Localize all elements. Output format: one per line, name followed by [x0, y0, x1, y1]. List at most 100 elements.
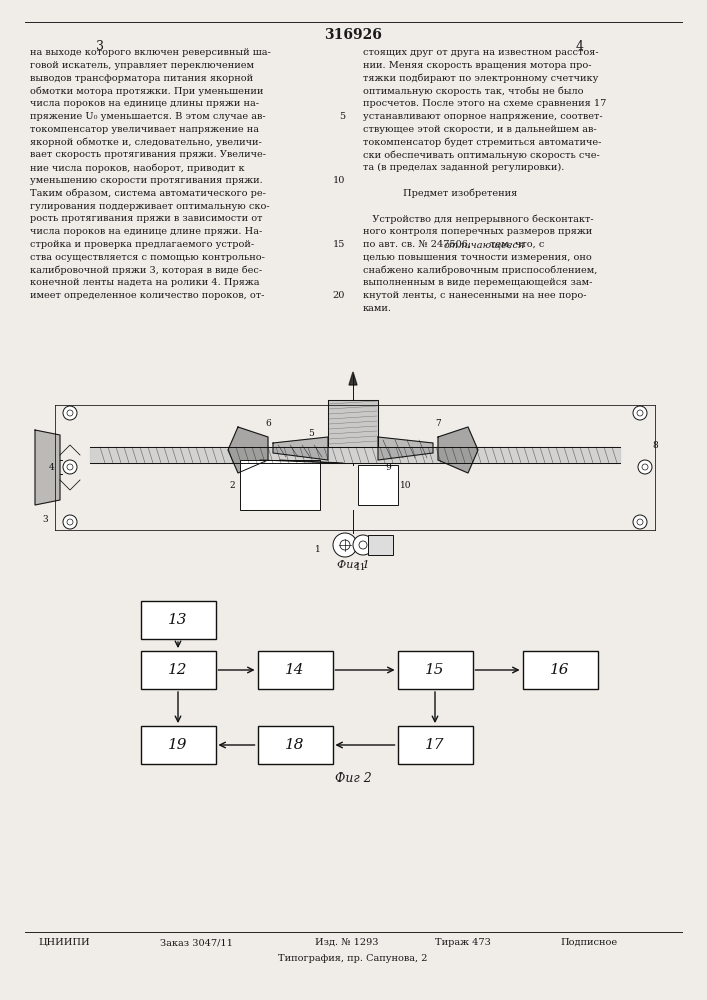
- Text: Предмет изобретения: Предмет изобретения: [403, 189, 518, 198]
- Text: Изд. № 1293: Изд. № 1293: [315, 938, 378, 947]
- Text: 20: 20: [332, 291, 345, 300]
- Circle shape: [63, 515, 77, 529]
- Text: 18: 18: [285, 738, 305, 752]
- Circle shape: [333, 533, 357, 557]
- Text: токомпенсатор увеличивает напряжение на: токомпенсатор увеличивает напряжение на: [30, 125, 259, 134]
- Text: говой искатель, управляет переключением: говой искатель, управляет переключением: [30, 61, 254, 70]
- Text: оптимальную скорость так, чтобы не было: оптимальную скорость так, чтобы не было: [363, 86, 583, 96]
- Text: 5: 5: [339, 112, 345, 121]
- Polygon shape: [378, 437, 433, 460]
- Text: Устройство для непрерывного бесконтакт-: Устройство для непрерывного бесконтакт-: [363, 214, 594, 224]
- Text: ски обеспечивать оптимальную скорость сче-: ски обеспечивать оптимальную скорость сч…: [363, 150, 600, 160]
- Text: снабжено калибровочным приспособлением,: снабжено калибровочным приспособлением,: [363, 266, 597, 275]
- Text: 19: 19: [168, 738, 188, 752]
- Bar: [397, 651, 472, 689]
- Bar: [141, 651, 216, 689]
- Text: целью повышения точности измерения, оно: целью повышения точности измерения, оно: [363, 253, 592, 262]
- Text: гулирования поддерживает оптимальную ско-: гулирования поддерживает оптимальную ско…: [30, 202, 269, 211]
- Text: 9: 9: [385, 462, 391, 472]
- Circle shape: [340, 540, 350, 550]
- Bar: [257, 726, 332, 764]
- Polygon shape: [90, 447, 620, 463]
- Text: ками.: ками.: [363, 304, 392, 313]
- Circle shape: [67, 464, 73, 470]
- Text: Тираж 473: Тираж 473: [435, 938, 491, 947]
- Text: та (в пределах заданной регулировки).: та (в пределах заданной регулировки).: [363, 163, 564, 172]
- Text: Таким образом, система автоматического ре-: Таким образом, система автоматического р…: [30, 189, 266, 198]
- Polygon shape: [328, 400, 378, 447]
- Text: 8: 8: [652, 440, 658, 450]
- Text: 10: 10: [400, 481, 411, 489]
- Text: 13: 13: [168, 613, 188, 627]
- Circle shape: [637, 519, 643, 525]
- Text: 316926: 316926: [324, 28, 382, 42]
- Text: 5: 5: [308, 428, 314, 438]
- Text: Типография, пр. Сапунова, 2: Типография, пр. Сапунова, 2: [279, 954, 428, 963]
- Circle shape: [353, 535, 373, 555]
- Circle shape: [638, 460, 652, 474]
- Text: тяжки подбирают по электронному счетчику: тяжки подбирают по электронному счетчику: [363, 74, 598, 83]
- Polygon shape: [273, 437, 328, 460]
- Text: 12: 12: [168, 663, 188, 677]
- Text: токомпенсатор будет стремиться автоматиче-: токомпенсатор будет стремиться автоматич…: [363, 138, 602, 147]
- Text: 4: 4: [49, 462, 55, 472]
- Text: 6: 6: [265, 418, 271, 428]
- Text: 11: 11: [355, 562, 367, 572]
- Circle shape: [67, 410, 73, 416]
- Bar: [141, 601, 216, 639]
- Text: ствующее этой скорости, и в дальнейшем ав-: ствующее этой скорости, и в дальнейшем а…: [363, 125, 597, 134]
- Text: кнутой ленты, с нанесенными на нее поро-: кнутой ленты, с нанесенными на нее поро-: [363, 291, 587, 300]
- Polygon shape: [349, 372, 357, 385]
- Text: 10: 10: [332, 176, 345, 185]
- Text: числа пороков на единице длине пряжи. На-: числа пороков на единице длине пряжи. На…: [30, 227, 262, 236]
- Text: 7: 7: [435, 418, 441, 428]
- Bar: [257, 651, 332, 689]
- Text: Заказ 3047/11: Заказ 3047/11: [160, 938, 233, 947]
- Text: 3: 3: [42, 516, 48, 524]
- Text: ЦНИИПИ: ЦНИИПИ: [38, 938, 90, 947]
- Text: ние числа пороков, наоборот, приводит к: ние числа пороков, наоборот, приводит к: [30, 163, 245, 173]
- Text: по авт. св. № 247506,: по авт. св. № 247506,: [363, 240, 474, 249]
- Circle shape: [67, 519, 73, 525]
- Text: вает скорость протягивания пряжи. Увеличе-: вает скорость протягивания пряжи. Увелич…: [30, 150, 266, 159]
- Bar: [522, 651, 597, 689]
- Text: 3: 3: [96, 40, 104, 53]
- Text: якорной обмотке и, следовательно, увеличи-: якорной обмотке и, следовательно, увелич…: [30, 138, 262, 147]
- Circle shape: [633, 515, 647, 529]
- Text: устанавливают опорное напряжение, соответ-: устанавливают опорное напряжение, соотве…: [363, 112, 602, 121]
- Text: 16: 16: [550, 663, 570, 677]
- Text: на выходе которого включен реверсивный ша-: на выходе которого включен реверсивный ш…: [30, 48, 271, 57]
- Text: тем, что, с: тем, что, с: [487, 240, 544, 249]
- Circle shape: [642, 464, 648, 470]
- Bar: [358, 465, 398, 505]
- Text: стройка и проверка предлагаемого устрой-: стройка и проверка предлагаемого устрой-: [30, 240, 254, 249]
- Text: Фиг 2: Фиг 2: [334, 772, 371, 785]
- Bar: [397, 726, 472, 764]
- Text: выводов трансформатора питания якорной: выводов трансформатора питания якорной: [30, 74, 253, 83]
- Text: 2: 2: [229, 481, 235, 489]
- Circle shape: [637, 410, 643, 416]
- Text: 14: 14: [285, 663, 305, 677]
- Polygon shape: [228, 427, 268, 473]
- Text: конечной ленты надета на ролики 4. Пряжа: конечной ленты надета на ролики 4. Пряжа: [30, 278, 259, 287]
- Text: выполненным в виде перемещающейся зам-: выполненным в виде перемещающейся зам-: [363, 278, 592, 287]
- Polygon shape: [35, 430, 60, 505]
- Text: нии. Меняя скорость вращения мотора про-: нии. Меняя скорость вращения мотора про-: [363, 61, 592, 70]
- Text: ства осуществляется с помощью контрольно-: ства осуществляется с помощью контрольно…: [30, 253, 265, 262]
- Bar: [240, 460, 320, 510]
- Text: 17: 17: [425, 738, 445, 752]
- Text: обмотки мотора протяжки. При уменьшении: обмотки мотора протяжки. При уменьшении: [30, 86, 264, 96]
- Text: 15: 15: [425, 663, 445, 677]
- Text: числа пороков на единице длины пряжи на-: числа пороков на единице длины пряжи на-: [30, 99, 259, 108]
- Text: 1: 1: [315, 546, 321, 554]
- Circle shape: [359, 541, 367, 549]
- Polygon shape: [438, 427, 478, 473]
- Text: стоящих друг от друга на известном расстоя-: стоящих друг от друга на известном расст…: [363, 48, 599, 57]
- Bar: [141, 726, 216, 764]
- Text: Подписное: Подписное: [560, 938, 617, 947]
- Circle shape: [633, 406, 647, 420]
- Text: имеет определенное количество пороков, от-: имеет определенное количество пороков, о…: [30, 291, 264, 300]
- Text: Фиг 1: Фиг 1: [337, 560, 369, 570]
- Text: ного контроля поперечных размеров пряжи: ного контроля поперечных размеров пряжи: [363, 227, 592, 236]
- Text: рость протягивания пряжи в зависимости от: рость протягивания пряжи в зависимости о…: [30, 214, 262, 223]
